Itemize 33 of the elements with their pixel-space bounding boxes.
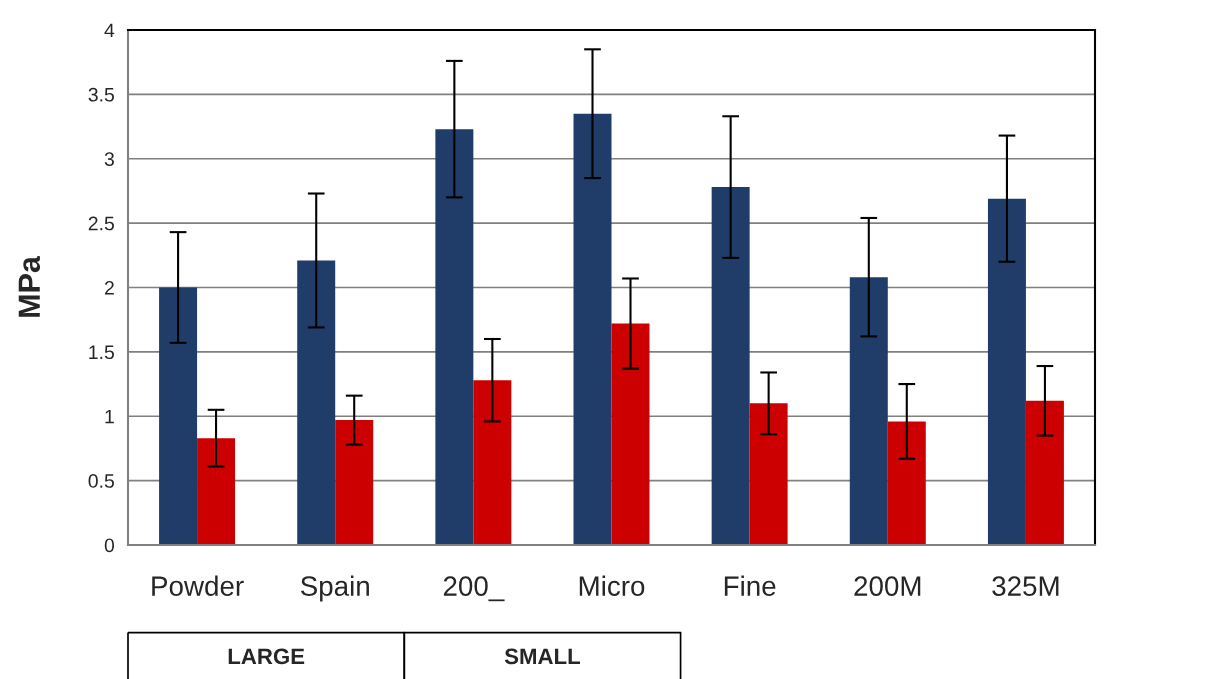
bar — [849, 277, 888, 545]
bar — [887, 421, 926, 545]
x-tick-label: Powder — [152, 575, 244, 596]
bar — [573, 113, 612, 545]
bar — [159, 287, 198, 545]
y-tick-label: 2 — [104, 280, 114, 295]
x-tick-label: Spain — [300, 575, 369, 602]
x-tick-label: 200M — [854, 576, 921, 596]
y-axis-title: MPa — [18, 255, 41, 317]
bar — [711, 187, 750, 545]
text: SMALL — [504, 648, 581, 665]
bar — [435, 129, 474, 545]
bar — [197, 438, 236, 545]
y-tick-label: 4 — [104, 23, 115, 38]
bar — [473, 380, 512, 545]
bar — [611, 323, 650, 545]
y-tick-label: 2.5 — [88, 216, 114, 231]
y-tick-label: 1.5 — [89, 345, 114, 360]
y-tick-label: 3 — [104, 152, 114, 166]
x-tick-label: 325M — [992, 576, 1059, 596]
y-tick-label: 1 — [105, 409, 114, 424]
bar — [749, 403, 788, 545]
x-tick-label: Fine — [724, 575, 776, 596]
bar — [987, 198, 1026, 545]
bar — [297, 260, 336, 545]
text: LARGE — [228, 648, 305, 665]
bar — [335, 420, 374, 545]
x-tick-label: Micro — [579, 575, 645, 596]
x-tick-label: 200_ — [443, 576, 505, 602]
y-tick-label: 0 — [104, 538, 115, 553]
y-tick-label: 3.5 — [88, 87, 114, 102]
bar — [1025, 400, 1064, 545]
y-tick-label: 0.5 — [88, 474, 114, 488]
